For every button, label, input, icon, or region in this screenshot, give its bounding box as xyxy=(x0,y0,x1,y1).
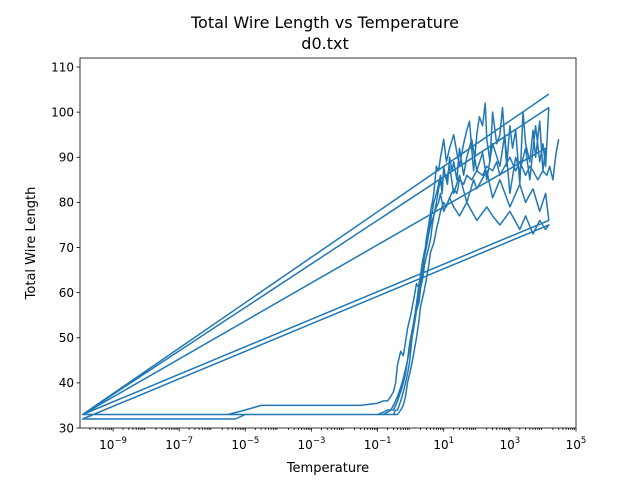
y-tick-label: 80 xyxy=(59,196,74,210)
x-tick-label: 10−7 xyxy=(165,436,193,452)
chart-subtitle: d0.txt xyxy=(301,34,348,53)
x-tick-base: 10 xyxy=(364,438,379,452)
x-tick-label: 10−3 xyxy=(298,436,326,452)
y-tick-label: 30 xyxy=(59,421,74,435)
y-axis: 30 40 50 60 70 80 90 100 110 xyxy=(51,60,80,435)
x-tick-base: 10 xyxy=(165,438,180,452)
x-tick-base: 10 xyxy=(298,438,313,452)
x-tick-exponent: 1 xyxy=(449,436,454,446)
plot-lines xyxy=(81,93,560,420)
chart-title: Total Wire Length vs Temperature xyxy=(190,13,459,32)
plot-frame xyxy=(79,57,577,429)
y-tick-label: 60 xyxy=(59,286,74,300)
y-tick-label: 100 xyxy=(51,105,74,119)
x-tick-base: 10 xyxy=(500,438,515,452)
x-tick-label: 10−5 xyxy=(231,436,259,452)
series-line-1 xyxy=(81,93,560,420)
y-tick-label: 70 xyxy=(59,241,74,255)
x-tick-label: 101 xyxy=(433,436,454,452)
x-axis: 10−9 10−7 10−5 10−3 10−1 101 103 105 xyxy=(89,428,587,452)
x-tick-base: 10 xyxy=(433,438,448,452)
x-tick-exponent: −7 xyxy=(181,436,194,446)
x-tick-exponent: −3 xyxy=(313,436,326,446)
x-tick-exponent: −5 xyxy=(247,436,260,446)
x-axis-label: Temperature xyxy=(286,461,369,476)
y-tick-label: 50 xyxy=(59,331,74,345)
y-tick-label: 40 xyxy=(59,376,74,390)
x-tick-exponent: 5 xyxy=(581,436,586,446)
x-tick-exponent: −9 xyxy=(114,436,127,446)
x-tick-base: 10 xyxy=(99,438,114,452)
x-tick-exponent: 3 xyxy=(515,436,520,446)
y-axis-label: Total Wire Length xyxy=(24,187,39,301)
y-tick-label: 90 xyxy=(59,151,74,165)
x-tick-base: 10 xyxy=(231,438,246,452)
x-tick-label: 10−1 xyxy=(364,436,392,452)
y-tick-label: 110 xyxy=(51,60,74,74)
x-tick-label: 103 xyxy=(500,436,521,452)
x-tick-exponent: −1 xyxy=(379,436,392,446)
x-tick-base: 10 xyxy=(566,438,581,452)
x-tick-label: 105 xyxy=(566,436,587,452)
x-tick-label: 10−9 xyxy=(99,436,127,452)
